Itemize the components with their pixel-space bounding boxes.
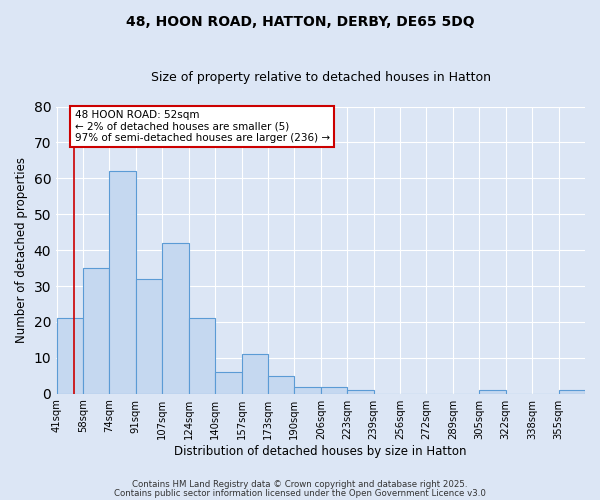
- Bar: [136, 279, 162, 394]
- Bar: [215, 372, 242, 394]
- Bar: [295, 386, 321, 394]
- Text: 48 HOON ROAD: 52sqm
← 2% of detached houses are smaller (5)
97% of semi-detached: 48 HOON ROAD: 52sqm ← 2% of detached hou…: [74, 110, 329, 144]
- Bar: [242, 354, 268, 394]
- Bar: [56, 318, 83, 394]
- Text: Contains public sector information licensed under the Open Government Licence v3: Contains public sector information licen…: [114, 488, 486, 498]
- Bar: [559, 390, 585, 394]
- Bar: [109, 171, 136, 394]
- Bar: [268, 376, 295, 394]
- Bar: [347, 390, 374, 394]
- X-axis label: Distribution of detached houses by size in Hatton: Distribution of detached houses by size …: [174, 444, 467, 458]
- Bar: [321, 386, 347, 394]
- Bar: [188, 318, 215, 394]
- Bar: [162, 243, 188, 394]
- Y-axis label: Number of detached properties: Number of detached properties: [15, 157, 28, 343]
- Text: 48, HOON ROAD, HATTON, DERBY, DE65 5DQ: 48, HOON ROAD, HATTON, DERBY, DE65 5DQ: [125, 15, 475, 29]
- Title: Size of property relative to detached houses in Hatton: Size of property relative to detached ho…: [151, 72, 491, 85]
- Bar: [83, 268, 109, 394]
- Text: Contains HM Land Registry data © Crown copyright and database right 2025.: Contains HM Land Registry data © Crown c…: [132, 480, 468, 489]
- Bar: [479, 390, 506, 394]
